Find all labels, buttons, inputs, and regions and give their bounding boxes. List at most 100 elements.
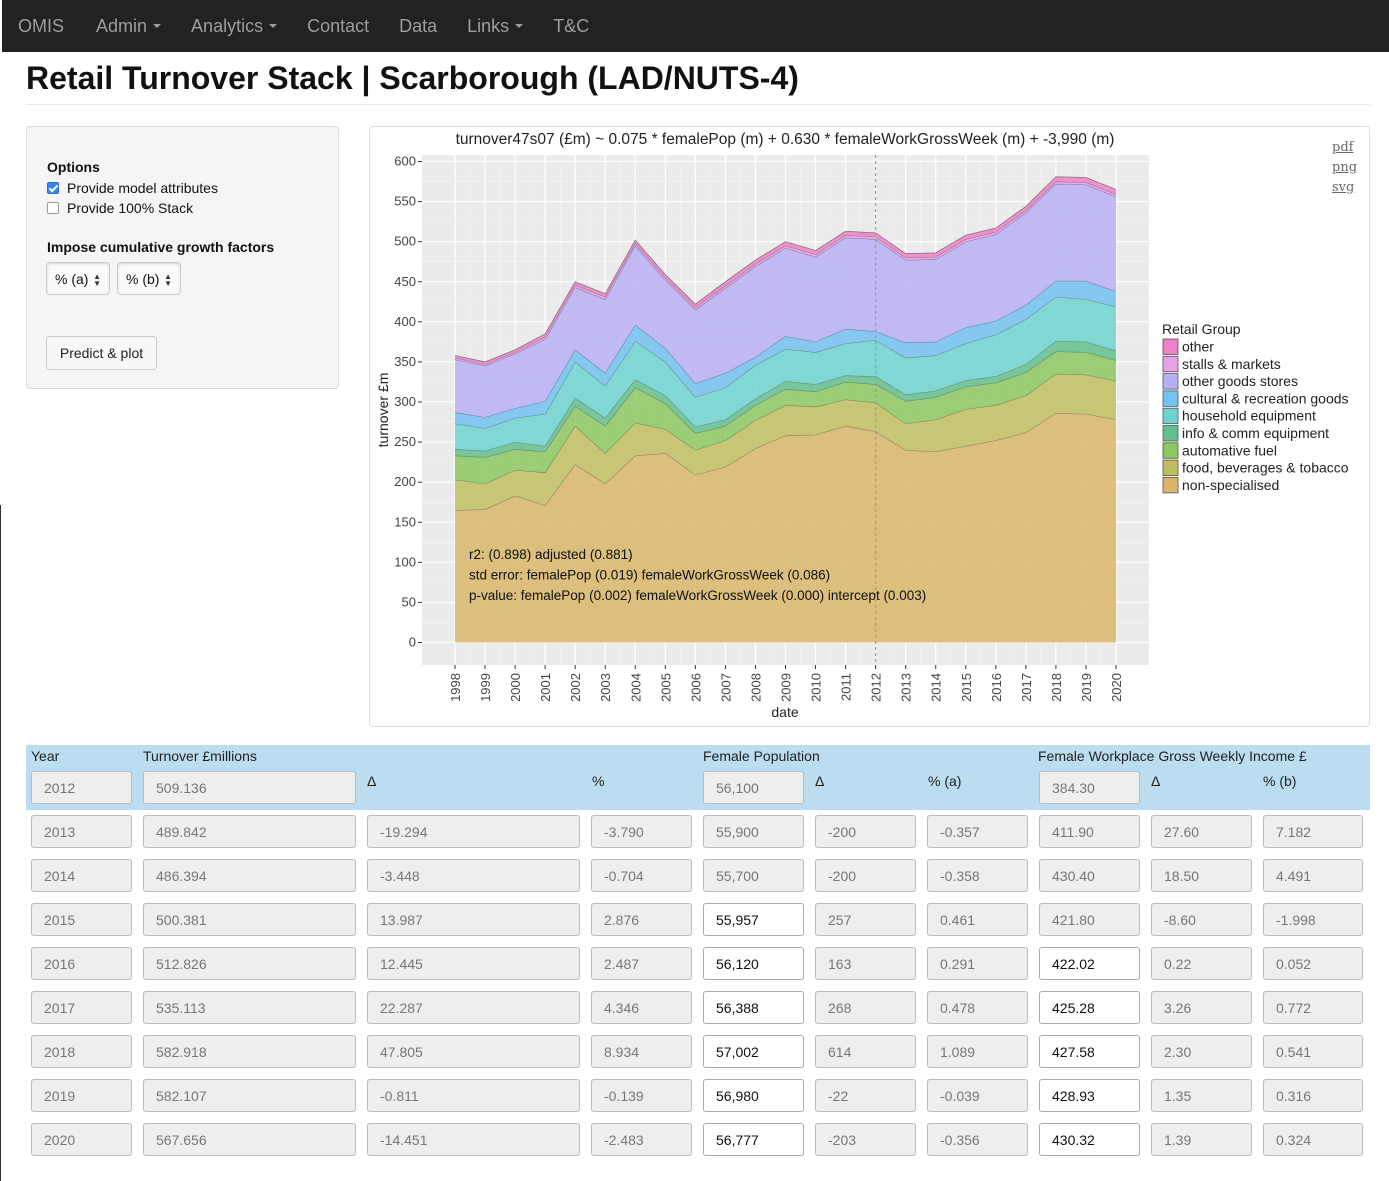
year-field[interactable]: 2014: [31, 859, 132, 892]
pop-pct-field[interactable]: -0.356: [927, 1123, 1028, 1156]
turnover-field[interactable]: 512.826: [143, 947, 356, 980]
income-pct-field[interactable]: -1.998: [1263, 903, 1363, 936]
income-pct-field[interactable]: 0.324: [1263, 1123, 1363, 1156]
pop-pct-field[interactable]: 0.478: [927, 991, 1028, 1024]
income-delta-field[interactable]: 2.30: [1151, 1035, 1252, 1068]
income-pct-field[interactable]: 0.316: [1263, 1079, 1363, 1112]
year-field[interactable]: 2016: [31, 947, 132, 980]
turnover-pct-field[interactable]: 2.876: [591, 903, 692, 936]
income-delta-field[interactable]: -8.60: [1151, 903, 1252, 936]
nav-item-contact[interactable]: Contact: [307, 16, 369, 37]
year-field[interactable]: 2018: [31, 1035, 132, 1068]
income-delta-field[interactable]: 27.60: [1151, 815, 1252, 848]
growth-select-a[interactable]: % (a) ▲ ▼: [46, 262, 110, 295]
pop-pct-field[interactable]: 0.291: [927, 947, 1028, 980]
model-attributes-checkbox-row[interactable]: Provide model attributes: [47, 180, 218, 196]
income-delta-field[interactable]: 1.39: [1151, 1123, 1252, 1156]
pop-delta-field[interactable]: 268: [815, 991, 916, 1024]
income-field[interactable]: 425.28: [1039, 991, 1140, 1024]
pop-delta-field[interactable]: 163: [815, 947, 916, 980]
pop-pct-field[interactable]: -0.357: [927, 815, 1028, 848]
female-pop-field[interactable]: 56,980: [703, 1079, 804, 1112]
year-field[interactable]: 2015: [31, 903, 132, 936]
turnover-field[interactable]: 486.394: [143, 859, 356, 892]
female-pop-field[interactable]: 57,002: [703, 1035, 804, 1068]
income-field[interactable]: 430.40: [1039, 859, 1140, 892]
income-field[interactable]: 428.93: [1039, 1079, 1140, 1112]
base-income-field[interactable]: 384.30: [1039, 771, 1140, 804]
stack-100-checkbox[interactable]: [47, 202, 59, 214]
download-png-link[interactable]: png: [1332, 160, 1358, 175]
nav-item-links[interactable]: Links: [467, 16, 524, 37]
turnover-pct-field[interactable]: 8.934: [591, 1035, 692, 1068]
nav-item-tc[interactable]: T&C: [553, 16, 589, 37]
turnover-delta-field[interactable]: -14.451: [367, 1123, 580, 1156]
pop-pct-field[interactable]: 1.089: [927, 1035, 1028, 1068]
income-delta-field[interactable]: 3.26: [1151, 991, 1252, 1024]
predict-plot-button[interactable]: Predict & plot: [46, 336, 157, 370]
year-field[interactable]: 2020: [31, 1123, 132, 1156]
turnover-field[interactable]: 582.918: [143, 1035, 356, 1068]
income-delta-field[interactable]: 1.35: [1151, 1079, 1252, 1112]
nav-item-analytics[interactable]: Analytics: [191, 16, 278, 37]
turnover-pct-field[interactable]: 4.346: [591, 991, 692, 1024]
turnover-field[interactable]: 535.113: [143, 991, 356, 1024]
turnover-field[interactable]: 489.842: [143, 815, 356, 848]
turnover-delta-field[interactable]: -3.448: [367, 859, 580, 892]
nav-item-data[interactable]: Data: [399, 16, 437, 37]
female-pop-field[interactable]: 55,900: [703, 815, 804, 848]
pop-delta-field[interactable]: -203: [815, 1123, 916, 1156]
stack-100-checkbox-row[interactable]: Provide 100% Stack: [47, 200, 193, 216]
turnover-pct-field[interactable]: -0.139: [591, 1079, 692, 1112]
year-field[interactable]: 2017: [31, 991, 132, 1024]
turnover-delta-field[interactable]: 47.805: [367, 1035, 580, 1068]
year-field[interactable]: 2019: [31, 1079, 132, 1112]
model-attributes-checkbox[interactable]: [47, 182, 59, 194]
base-year-field[interactable]: 2012: [31, 771, 132, 804]
turnover-field[interactable]: 582.107: [143, 1079, 356, 1112]
income-field[interactable]: 422.02: [1039, 947, 1140, 980]
year-field[interactable]: 2013: [31, 815, 132, 848]
income-field[interactable]: 430.32: [1039, 1123, 1140, 1156]
turnover-delta-field[interactable]: -19.294: [367, 815, 580, 848]
turnover-field[interactable]: 500.381: [143, 903, 356, 936]
turnover-pct-field[interactable]: -3.790: [591, 815, 692, 848]
base-turnover-field[interactable]: 509.136: [143, 771, 356, 804]
pop-delta-field[interactable]: 614: [815, 1035, 916, 1068]
income-delta-field[interactable]: 0.22: [1151, 947, 1252, 980]
pop-pct-field[interactable]: 0.461: [927, 903, 1028, 936]
pop-pct-field[interactable]: -0.358: [927, 859, 1028, 892]
turnover-delta-field[interactable]: 22.287: [367, 991, 580, 1024]
base-female-pop-field[interactable]: 56,100: [703, 771, 804, 804]
female-pop-field[interactable]: 56,777: [703, 1123, 804, 1156]
download-pdf-link[interactable]: pdf: [1332, 140, 1354, 155]
pop-pct-field[interactable]: -0.039: [927, 1079, 1028, 1112]
nav-item-admin[interactable]: Admin: [96, 16, 162, 37]
income-field[interactable]: 421.80: [1039, 903, 1140, 936]
turnover-field[interactable]: 567.656: [143, 1123, 356, 1156]
female-pop-field[interactable]: 55,700: [703, 859, 804, 892]
income-field[interactable]: 427.58: [1039, 1035, 1140, 1068]
income-pct-field[interactable]: 4.491: [1263, 859, 1363, 892]
pop-delta-field[interactable]: -200: [815, 815, 916, 848]
income-pct-field[interactable]: 0.541: [1263, 1035, 1363, 1068]
growth-select-b[interactable]: % (b) ▲ ▼: [117, 262, 181, 295]
income-delta-field[interactable]: 18.50: [1151, 859, 1252, 892]
turnover-delta-field[interactable]: 13.987: [367, 903, 580, 936]
income-pct-field[interactable]: 0.052: [1263, 947, 1363, 980]
female-pop-field[interactable]: 55,957: [703, 903, 804, 936]
turnover-delta-field[interactable]: 12.445: [367, 947, 580, 980]
pop-delta-field[interactable]: 257: [815, 903, 916, 936]
nav-brand[interactable]: OMIS: [18, 15, 65, 36]
female-pop-field[interactable]: 56,120: [703, 947, 804, 980]
turnover-delta-field[interactable]: -0.811: [367, 1079, 580, 1112]
turnover-pct-field[interactable]: 2.487: [591, 947, 692, 980]
income-pct-field[interactable]: 7.182: [1263, 815, 1363, 848]
turnover-pct-field[interactable]: -2.483: [591, 1123, 692, 1156]
pop-delta-field[interactable]: -200: [815, 859, 916, 892]
female-pop-field[interactable]: 56,388: [703, 991, 804, 1024]
download-svg-link[interactable]: svg: [1332, 180, 1355, 195]
income-pct-field[interactable]: 0.772: [1263, 991, 1363, 1024]
turnover-pct-field[interactable]: -0.704: [591, 859, 692, 892]
pop-delta-field[interactable]: -22: [815, 1079, 916, 1112]
